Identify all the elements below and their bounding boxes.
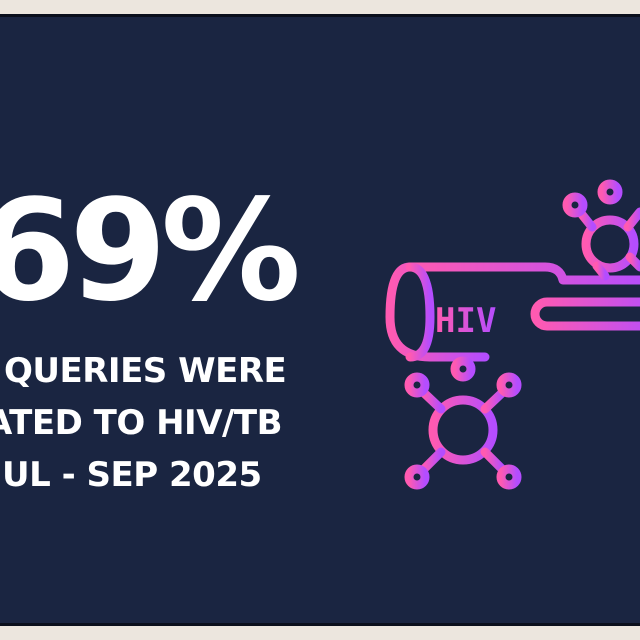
infographic-panel: 69% QUERIES WERE ATED TO HIV/TB UL - SEP… — [0, 14, 640, 626]
percentage-stat: 69% — [0, 170, 301, 333]
caption-line-2: ATED TO HIV/TB — [0, 403, 283, 443]
hiv-label: HIV — [435, 301, 496, 341]
caption-line-3: UL - SEP 2025 — [2, 455, 262, 495]
caption-line-1: QUERIES WERE — [4, 351, 287, 391]
hiv-test-tube-icon: HIV — [385, 172, 640, 512]
